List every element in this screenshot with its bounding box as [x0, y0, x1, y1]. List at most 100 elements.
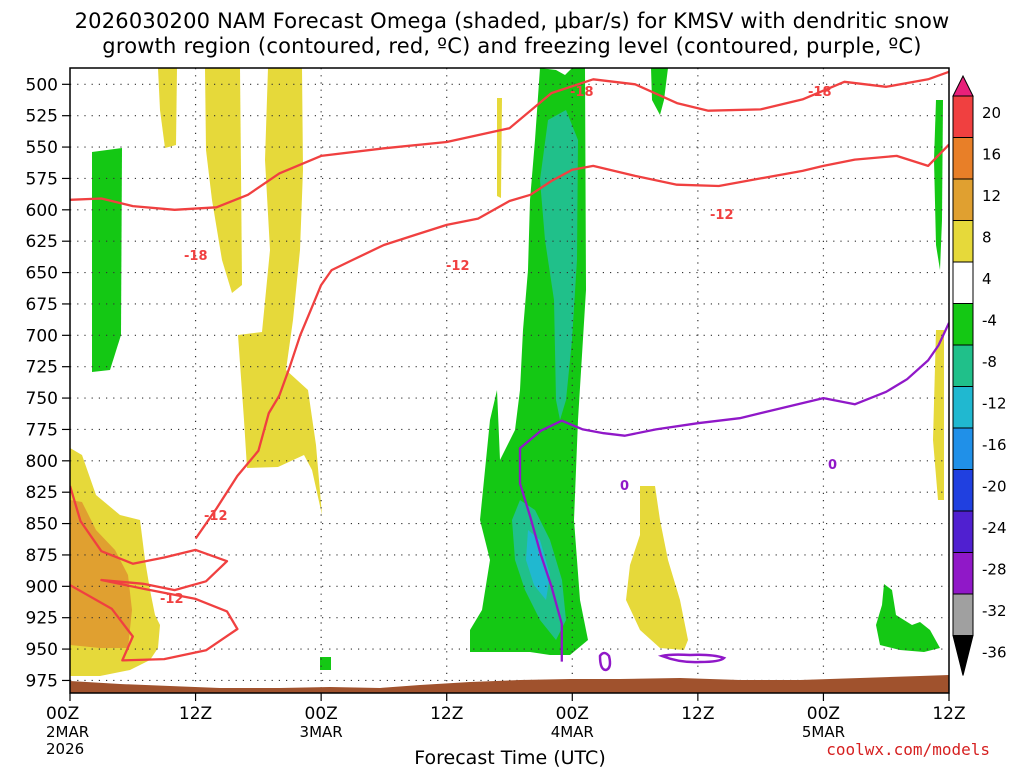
contour-labels: -18 -18 -18 -12 -12 -12 -12 0 0 — [160, 85, 837, 607]
omega-region-rising-top — [651, 68, 668, 115]
colorbar-label: 8 — [982, 229, 992, 247]
y-axis: 500 525 550 575 600 625 650 675 700 725 750 775 800 8… — [26, 75, 70, 691]
y-tick-label: 750 — [26, 389, 58, 409]
y-tick-label: 975 — [26, 671, 58, 691]
colorbar-swatch — [952, 344, 974, 387]
omega-shading — [70, 68, 944, 676]
x-tick-label: 00Z — [305, 704, 338, 724]
y-tick-label: 650 — [26, 264, 58, 284]
contour-series-3 — [518, 322, 949, 662]
y-tick-label: 550 — [26, 138, 58, 158]
omega-region-rising-right — [934, 100, 943, 270]
colorbar-swatch — [952, 593, 974, 636]
y-tick-label: 825 — [26, 483, 58, 503]
y-tick-label: 700 — [26, 326, 58, 346]
credit-text: coolwx.com/models — [826, 740, 990, 759]
contour-series-2 — [194, 143, 949, 540]
x-tick-label: 12Z — [179, 704, 212, 724]
contour-series-1 — [70, 485, 239, 662]
y-tick-label: 875 — [26, 546, 58, 566]
omega-region-sinking-mid2 — [238, 68, 322, 515]
y-tick-label: 725 — [26, 358, 58, 378]
x-tick-date: 2MAR — [46, 723, 89, 741]
y-tick-label: 675 — [26, 295, 58, 315]
x-tick-date: 3MAR — [300, 723, 343, 741]
omega-region-rising-small — [320, 657, 331, 670]
contour-label-zero-mid: 0 — [620, 479, 629, 494]
colorbar-label: 4 — [982, 270, 992, 288]
chart-title-line2: growth region (contoured, red, ºC) and f… — [102, 34, 922, 58]
contour-label-minus18-top: -18 — [570, 85, 594, 100]
colorbar-label: -12 — [982, 395, 1007, 413]
colorbar-label: 12 — [982, 187, 1001, 205]
colorbar-cap-bottom — [952, 635, 974, 676]
omega-region-rising-5mar — [876, 584, 940, 652]
colorbar-label: 20 — [982, 104, 1001, 122]
contour-label-zero-right: 0 — [828, 458, 837, 473]
omega-region-sinking-right — [933, 330, 944, 500]
y-tick-label: 625 — [26, 232, 58, 252]
omega-region-sinking-4mar — [626, 486, 688, 650]
contour-series-0 — [70, 70, 949, 211]
contour-label-minus18-left: -18 — [184, 249, 208, 264]
colorbar-swatch — [952, 137, 974, 180]
y-tick-label: 575 — [26, 169, 58, 189]
x-tick-label: 00Z — [556, 704, 589, 724]
x-tick-label: 12Z — [681, 704, 714, 724]
colorbar-label: -36 — [982, 644, 1007, 662]
freezing-level-loops — [598, 651, 727, 672]
colorbar-label: -32 — [982, 602, 1007, 620]
x-tick-label: 12Z — [932, 704, 965, 724]
colorbar-swatch — [952, 510, 974, 553]
colorbar-swatch — [952, 386, 974, 429]
y-tick-label: 900 — [26, 577, 58, 597]
omega-region-rising-core-teal — [540, 110, 578, 420]
colorbar-label: -4 — [982, 312, 997, 330]
x-tick-date: 5MAR — [802, 723, 845, 741]
colorbar-label: -24 — [982, 519, 1007, 537]
contour-label-minus12-right: -12 — [710, 208, 734, 223]
contour-layer — [70, 70, 949, 662]
chart-title-line1: 2026030200 NAM Forecast Omega (shaded, μ… — [74, 9, 950, 33]
colorbar-swatch — [952, 469, 974, 512]
freezing-loop-a — [598, 651, 612, 672]
colorbar-swatch — [952, 178, 974, 221]
y-tick-label: 500 — [26, 75, 58, 95]
x-tick-year: 2026 — [46, 740, 84, 758]
x-tick-label: 12Z — [430, 704, 463, 724]
contour-label-minus12-upper: -12 — [446, 259, 470, 274]
terrain-ground — [70, 675, 949, 693]
y-tick-label: 950 — [26, 640, 58, 660]
x-tick-date: 4MAR — [551, 723, 594, 741]
x-axis-title: Forecast Time (UTC) — [414, 747, 605, 768]
colorbar-swatch — [952, 95, 974, 138]
omega-region-sinking-low-orange — [70, 500, 132, 648]
omega-region-rising-low-light — [526, 530, 550, 600]
omega-region-rising-left — [92, 148, 122, 372]
freezing-loop-b — [657, 653, 727, 664]
colorbar: 20 16 12 8 4 -4 -8 -12 -16 -20 -24 -28 -32 -36 — [952, 74, 1007, 676]
y-tick-label: 600 — [26, 201, 58, 221]
colorbar-label: -16 — [982, 436, 1007, 454]
colorbar-swatch — [952, 220, 974, 263]
x-tick-label: 00Z — [46, 704, 79, 724]
contour-label-minus12-low: -12 — [204, 509, 228, 524]
colorbar-cap-top — [952, 74, 974, 97]
omega-region-sinking-upper — [158, 68, 177, 148]
contour-label-minus18-right: -18 — [808, 85, 832, 100]
plot-frame — [69, 67, 950, 694]
colorbar-label: 16 — [982, 146, 1001, 164]
y-tick-label: 525 — [26, 107, 58, 127]
x-tick-label: 00Z — [807, 704, 840, 724]
colorbar-swatch — [952, 552, 974, 595]
colorbar-swatch — [952, 427, 974, 470]
omega-region-sinking-thin — [497, 98, 502, 198]
y-tick-label: 850 — [26, 515, 58, 535]
colorbar-label: -8 — [982, 353, 997, 371]
y-tick-label: 775 — [26, 420, 58, 440]
colorbar-label: -20 — [982, 478, 1007, 496]
y-tick-label: 925 — [26, 609, 58, 629]
colorbar-label: -28 — [982, 561, 1007, 579]
